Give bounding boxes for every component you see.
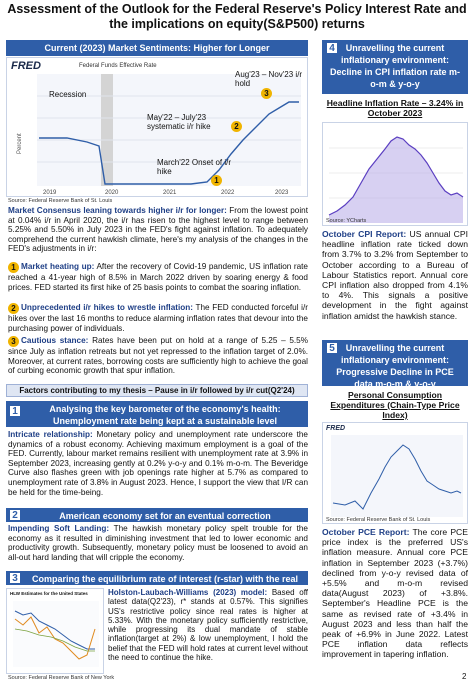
section-3-lead: Holston-Laubach-Williams (2023) model: bbox=[108, 588, 268, 597]
hlw-chart: HLW Estimates for the United States bbox=[6, 588, 104, 674]
x-tick-2019: 2019 bbox=[43, 190, 57, 196]
section-3-body: Based off latest data(Q2'23), r* stands … bbox=[108, 588, 308, 663]
section-5-number: 5 bbox=[326, 342, 338, 354]
section-2-lead: Impending Soft Landing: bbox=[8, 524, 110, 533]
section-3-paragraph: Holston-Laubach-Williams (2023) model: B… bbox=[108, 588, 308, 662]
section-2-number: 2 bbox=[9, 509, 21, 521]
section-1-lead: Intricate relationship: bbox=[8, 430, 93, 439]
section-2-banner: American economy set for an eventual cor… bbox=[6, 508, 308, 522]
fred-logo: FRED bbox=[11, 60, 41, 72]
page-title: Assessment of the Outlook for the Federa… bbox=[7, 2, 467, 31]
section-4-lead: October CPI Report: bbox=[322, 229, 407, 239]
section-4-banner: Unravelling the current inflationary env… bbox=[322, 40, 468, 94]
cpi-chart-source: Source: YCharts bbox=[326, 218, 367, 224]
section-3-source: Source: Federal Reserve Bank of New York bbox=[8, 675, 115, 681]
pce-line bbox=[332, 444, 462, 510]
point-1-lead: Market heating up: bbox=[21, 262, 95, 271]
fred-legend: Federal Funds Effective Rate bbox=[79, 63, 157, 69]
point-3: 3 Cautious stance: Rates have been put on… bbox=[8, 336, 308, 376]
cpi-chart: Source: YCharts bbox=[322, 122, 468, 226]
fred-fed-funds-chart: Percent 2019 2020 2021 2022 2023 FRED Fe… bbox=[6, 57, 308, 197]
point-2-body: The FED conducted forceful i/r hikes ove… bbox=[8, 303, 308, 333]
point-1: 1 Market heating up: After the recovery o… bbox=[8, 262, 308, 292]
fed-funds-svg: Percent 2019 2020 2021 2022 2023 bbox=[17, 74, 301, 196]
x-tick-2020: 2020 bbox=[105, 190, 119, 196]
point-1-body: After the recovery of Covid-19 pandemic,… bbox=[8, 262, 308, 292]
chart-marker-2: 2 bbox=[231, 121, 242, 132]
section-2-title: American economy set for an eventual cor… bbox=[59, 511, 271, 521]
pce-chart: FRED Source: Federal Reserve Bank of St.… bbox=[322, 422, 468, 524]
x-tick-2021: 2021 bbox=[163, 190, 177, 196]
section-4-title: Unravelling the current inflationary env… bbox=[329, 43, 461, 89]
chart-marker-1: 1 bbox=[211, 175, 222, 186]
consensus-lead: Market Consensus leaning towards higher … bbox=[8, 206, 227, 215]
section-4-number: 4 bbox=[326, 42, 338, 54]
section-2-body: The hawkish monetary policy spelt troubl… bbox=[8, 524, 308, 562]
section-5-banner: Unravelling the current inflationary env… bbox=[322, 340, 468, 389]
section-1-body: Monetary policy and unemployment rate un… bbox=[8, 430, 308, 497]
cpi-area bbox=[329, 137, 463, 223]
hlw-svg bbox=[13, 601, 99, 667]
x-tick-2022: 2022 bbox=[221, 190, 235, 196]
hlw-plot-area bbox=[13, 601, 99, 667]
factors-bar: Factors contributing to my thesis – Paus… bbox=[6, 384, 308, 397]
section-1-banner: Analysing the key barometer of the econo… bbox=[6, 401, 308, 427]
section-3-number: 3 bbox=[9, 572, 21, 584]
section-4-body: US annual CPI headline inflation rate ti… bbox=[322, 229, 468, 321]
hlw-real-rate-line bbox=[14, 616, 96, 660]
fred-chart-source: Source: Federal Reserve Bank of St. Loui… bbox=[8, 198, 113, 204]
current-sentiment-banner: Current (2023) Market Sentiments: Higher… bbox=[6, 40, 308, 56]
section-5-chart-title: Personal Consumption Expenditures (Chain… bbox=[330, 390, 460, 420]
point-3-lead: Cautious stance: bbox=[21, 336, 89, 345]
section-3-banner: Comparing the equilibrium rate of intere… bbox=[6, 571, 308, 596]
plot-area bbox=[37, 74, 301, 186]
section-5-body: The core PCE price index is the preferre… bbox=[322, 527, 468, 660]
x-tick-2023: 2023 bbox=[275, 190, 289, 196]
page-number: 2 bbox=[462, 672, 467, 681]
section-5-title: Unravelling the current inflationary env… bbox=[336, 343, 454, 389]
hlw-chart-title: HLW Estimates for the United States bbox=[10, 591, 88, 596]
pce-chart-source: Source: Federal Reserve Bank of St. Loui… bbox=[326, 517, 431, 523]
section-5-paragraph: October PCE Report: The core PCE price i… bbox=[322, 527, 468, 660]
pce-plot-area bbox=[331, 435, 463, 517]
annotation-hike: May'22 – July'23 systematic i/r hike bbox=[147, 113, 211, 131]
point-3-badge: 3 bbox=[8, 336, 19, 347]
pce-svg bbox=[331, 435, 463, 517]
section-4-chart-title: Headline Inflation Rate – 3.24% in Octob… bbox=[326, 98, 464, 118]
point-1-badge: 1 bbox=[8, 262, 19, 273]
point-2: 2 Unprecedented i/r hikes to wrestle infl… bbox=[8, 303, 308, 333]
point-3-body: Rates have been put on hold at a range o… bbox=[8, 336, 308, 376]
point-2-lead: Unprecedented i/r hikes to wrestle infla… bbox=[21, 303, 193, 312]
section-1-paragraph: Intricate relationship: Monetary policy … bbox=[8, 430, 308, 497]
cpi-svg bbox=[328, 136, 464, 223]
hlw-trend-line bbox=[14, 628, 95, 652]
section-4-paragraph: October CPI Report: US annual CPI headli… bbox=[322, 229, 468, 321]
chart-marker-3: 3 bbox=[261, 88, 272, 99]
section-5-lead: October PCE Report: bbox=[322, 527, 410, 537]
section-2-paragraph: Impending Soft Landing: The hawkish mone… bbox=[8, 524, 308, 562]
section-3-title: Comparing the equilibrium rate of intere… bbox=[31, 574, 299, 596]
section-1-number: 1 bbox=[9, 405, 21, 417]
recession-band bbox=[101, 74, 113, 186]
consensus-paragraph: Market Consensus leaning towards higher … bbox=[8, 206, 308, 254]
cpi-line bbox=[328, 136, 464, 216]
annotation-recession: Recession bbox=[49, 90, 87, 99]
annotation-onset: March'22 Onset of i/r hike bbox=[157, 158, 231, 176]
annotation-hold: Aug'23 – Nov'23 i/r hold bbox=[235, 70, 303, 88]
y-axis-label: Percent bbox=[17, 133, 23, 154]
consensus-body: From the lowest point at 0.04% i/r in Ap… bbox=[8, 206, 308, 254]
hlw-rstar-line bbox=[14, 610, 95, 650]
section-1-title: Analysing the key barometer of the econo… bbox=[49, 404, 281, 426]
pce-fred-logo: FRED bbox=[326, 425, 346, 432]
point-2-badge: 2 bbox=[8, 303, 19, 314]
